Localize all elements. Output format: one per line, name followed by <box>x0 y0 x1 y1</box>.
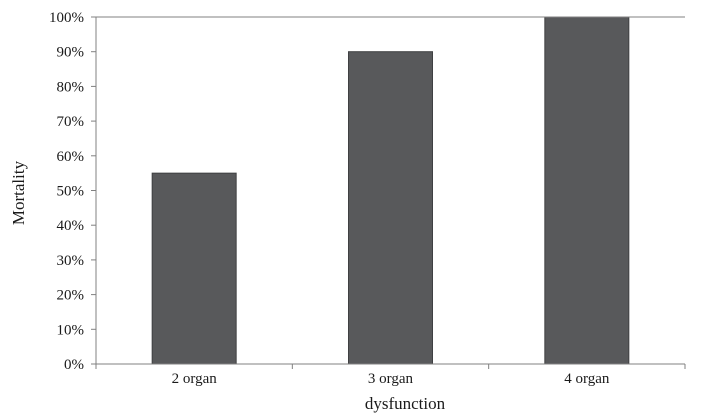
y-tick-label: 60% <box>57 149 85 165</box>
axes <box>91 16 686 369</box>
y-tick-label: 40% <box>57 218 85 234</box>
y-tick-label: 70% <box>57 114 85 130</box>
bar <box>151 172 237 365</box>
y-tick-label: 50% <box>57 184 85 200</box>
y-tick-label: 100% <box>49 10 84 26</box>
y-tick-label: 80% <box>57 79 85 95</box>
x-category-label: 4 organ <box>564 371 610 387</box>
x-category-labels: 2 organ 3 organ 4 organ <box>172 371 610 387</box>
x-category-label: 2 organ <box>172 371 218 387</box>
y-tick-label: 20% <box>57 288 85 304</box>
y-tick-label: 0% <box>64 357 84 373</box>
y-tick-label: 10% <box>57 322 85 338</box>
bar <box>544 16 630 365</box>
y-tick-label: 90% <box>57 45 85 61</box>
x-axis-title: dysfunction <box>365 394 446 413</box>
y-tick-label: 30% <box>57 253 85 269</box>
y-axis-title: Mortality <box>9 160 28 225</box>
bars <box>151 16 630 365</box>
x-category-label: 3 organ <box>368 371 414 387</box>
y-tick-labels: 0% 10% 20% 30% 40% 50% 60% 70% 80% 90% 100% <box>49 10 84 373</box>
bar <box>348 51 433 365</box>
